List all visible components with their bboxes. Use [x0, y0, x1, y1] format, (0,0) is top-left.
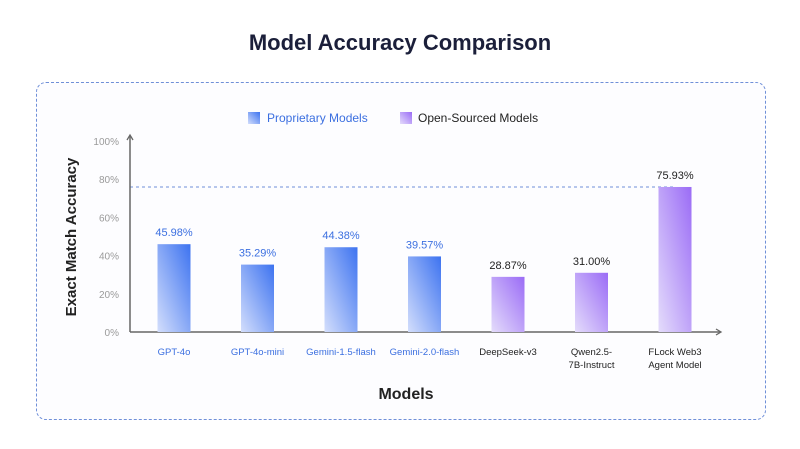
bar-value-label: 31.00% [573, 256, 611, 268]
y-tick-label: 100% [93, 137, 119, 148]
x-tick-label: Gemini-2.0-flash [390, 347, 460, 358]
bar [408, 256, 441, 332]
y-tick-label: 0% [105, 328, 120, 339]
legend-swatch-proprietary [248, 112, 260, 124]
x-tick-label: DeepSeek-v3 [479, 347, 537, 358]
x-tick-label: FLock Web3 [648, 347, 701, 358]
bar [491, 276, 525, 332]
x-tick-label: GPT-4o [158, 347, 191, 358]
y-tick-label: 20% [99, 290, 119, 301]
bar [575, 272, 608, 332]
x-tick-label: Agent Model [648, 360, 701, 371]
x-tick-label: GPT-4o-mini [231, 347, 284, 358]
x-axis-arrow-icon [715, 328, 723, 336]
bar-value-label: 28.87% [489, 260, 527, 272]
bar [157, 244, 191, 332]
x-tick-label: Gemini-1.5-flash [306, 347, 376, 358]
bar-value-label: 45.98% [155, 227, 193, 239]
y-tick-label: 40% [99, 252, 119, 263]
bar [324, 247, 358, 332]
bar-value-label: 39.57% [406, 239, 444, 251]
chart-title: Model Accuracy Comparison [248, 30, 552, 55]
legend-label: Proprietary Models [267, 111, 368, 125]
y-tick-label: 60% [99, 213, 119, 224]
bar-value-label: 75.93% [656, 170, 694, 182]
legend-swatch-open [400, 112, 412, 124]
x-tick-label: 7B-Instruct [569, 360, 615, 371]
bar-value-label: 35.29% [239, 248, 277, 260]
x-axis-label: Models [378, 386, 433, 403]
legend-label: Open-Sourced Models [418, 111, 538, 125]
y-tick-label: 80% [99, 175, 119, 186]
x-tick-label: Qwen2.5- [571, 347, 612, 358]
y-axis-arrow-icon [126, 133, 134, 141]
y-axis-label: Exact Match Accuracy [63, 157, 80, 316]
bar [658, 186, 692, 332]
bar [241, 264, 274, 332]
bar-value-label: 44.38% [322, 230, 360, 242]
